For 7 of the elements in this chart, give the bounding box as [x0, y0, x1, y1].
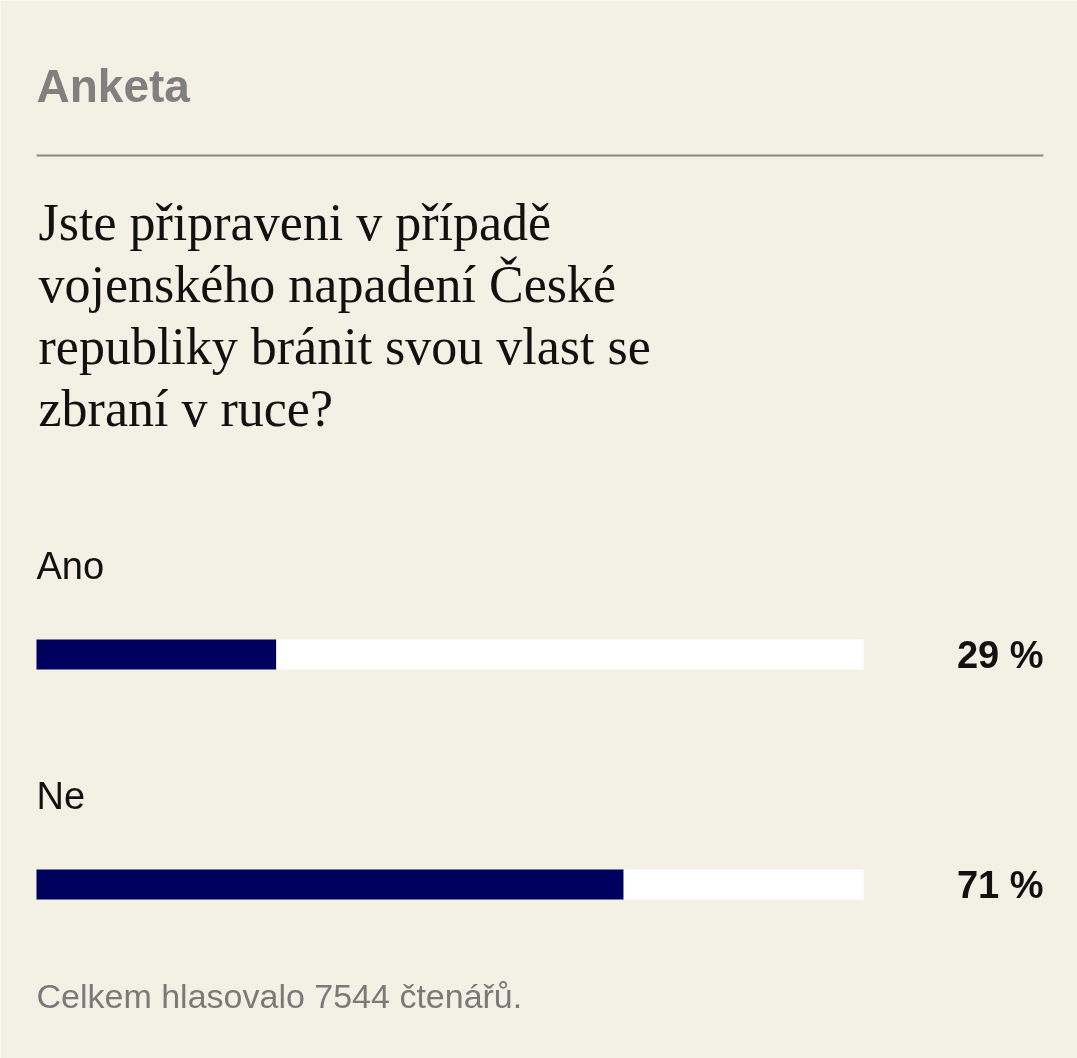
data-label: 71 %: [956, 863, 1044, 906]
text: Celkem hlasovalo 7544 čtenářů.: [36, 976, 523, 1015]
chart-title: Anketa: [36, 59, 191, 112]
y-tick-label: Ne: [36, 774, 86, 817]
data-label: 29 %: [956, 633, 1044, 676]
y-tick-label: Ano: [36, 544, 105, 587]
chart-subtitle: Jste připraveni v případě vojenského napadení České republiky bránit svou vlast se zbraní v ruce?: [38, 194, 651, 437]
